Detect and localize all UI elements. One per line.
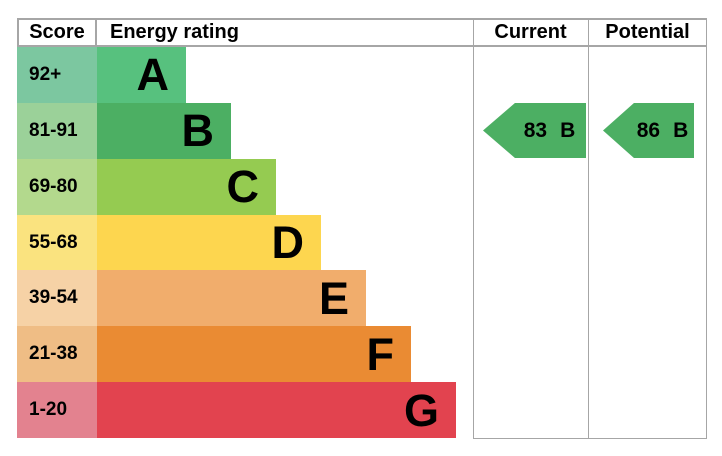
score-range-f: 21-38 <box>17 326 97 383</box>
band-row-d: 55-68 D <box>17 214 707 271</box>
band-bar-e: E <box>97 270 366 327</box>
band-letter-d: D <box>271 217 305 268</box>
potential-rating-value: 86 <box>636 118 661 142</box>
band-letter-e: E <box>318 272 349 324</box>
energy-rating-column-header: Energy rating <box>110 21 239 43</box>
band-row-a: 92+ A <box>17 47 707 103</box>
band-letter-a: A <box>136 49 170 101</box>
score-range-c: 69-80 <box>17 158 97 215</box>
potential-column-header: Potential <box>605 21 690 43</box>
band-bar-b: B <box>97 102 231 159</box>
band-row-f: 21-38 F <box>17 326 707 383</box>
column-divider-rating-current <box>473 18 474 438</box>
score-range-a: 92+ <box>17 47 97 103</box>
band-row-g: 1-20 G <box>17 382 707 439</box>
band-letter-b: B <box>181 105 215 157</box>
band-row-b: 81-91 B <box>17 102 707 159</box>
rating-bands: 92+ A 81-91 B 69-80 C 55-68 D 39-54 E 21… <box>17 47 707 439</box>
score-range-b: 81-91 <box>17 102 97 159</box>
band-bar-g: G <box>97 382 456 439</box>
band-row-e: 39-54 E <box>17 270 707 327</box>
score-range-e: 39-54 <box>17 270 97 327</box>
band-row-c: 69-80 C <box>17 158 707 215</box>
score-range-d: 55-68 <box>17 214 97 271</box>
column-divider-current-potential <box>588 18 589 438</box>
current-rating-value: 83 <box>523 118 548 142</box>
band-letter-g: G <box>403 384 439 436</box>
current-column-header: Current <box>494 21 567 43</box>
band-letter-f: F <box>366 328 395 380</box>
score-range-g: 1-20 <box>17 382 97 439</box>
potential-rating-letter: B <box>673 118 689 142</box>
score-column-header: Score <box>17 20 97 45</box>
band-bar-d: D <box>97 214 321 271</box>
table-header-row: Score Energy rating Current Potential <box>17 18 707 47</box>
table-bottom-border <box>473 438 707 439</box>
current-rating-letter: B <box>560 118 576 142</box>
band-bar-a: A <box>97 47 186 103</box>
table-right-border <box>706 18 707 438</box>
band-letter-c: C <box>226 161 260 213</box>
band-bar-f: F <box>97 326 411 383</box>
band-bar-c: C <box>97 158 276 215</box>
